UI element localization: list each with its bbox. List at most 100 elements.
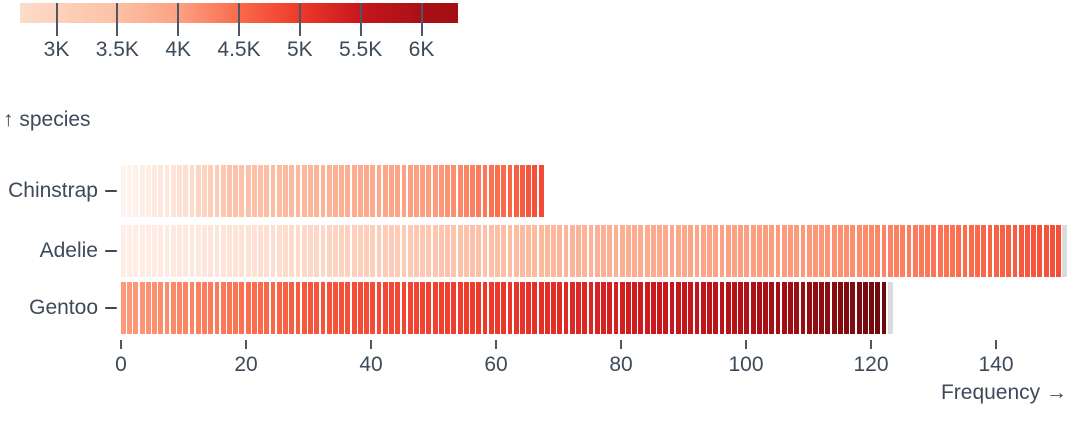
mass-strip [700, 225, 706, 277]
x-tick [620, 340, 622, 349]
mass-strip [420, 282, 426, 334]
mass-strip [145, 225, 151, 277]
mass-strip [170, 282, 176, 334]
mass-strip [158, 165, 164, 217]
mass-strip [357, 282, 363, 334]
legend-tick [116, 3, 119, 36]
mass-strip [270, 165, 276, 217]
mass-strip [576, 225, 581, 277]
mass-strip [632, 282, 638, 334]
mass-strip [476, 225, 482, 277]
mass-strip [445, 225, 451, 277]
mass-strip [308, 282, 313, 334]
mass-strip [401, 225, 407, 277]
mass-strip [476, 165, 482, 217]
mass-strip [1049, 225, 1055, 277]
mass-strip [251, 282, 257, 334]
mass-strip [663, 282, 669, 334]
legend-tick [238, 3, 240, 36]
mass-strip [544, 282, 550, 334]
mass-strip [270, 225, 276, 277]
y-tick-mark [105, 190, 117, 192]
mass-strip [544, 225, 550, 277]
mass-strip [183, 165, 189, 217]
mass-strip [750, 282, 756, 334]
mass-strip [426, 282, 432, 334]
legend-tick [420, 3, 423, 36]
mass-strip [401, 165, 407, 217]
mass-strip [133, 165, 139, 217]
x-tick-label: 80 [609, 353, 633, 376]
y-tick-mark [105, 307, 117, 309]
mass-strip [975, 225, 980, 277]
mass-strip [520, 165, 525, 217]
bar-chinstrap [121, 165, 546, 217]
mass-strip [345, 282, 351, 334]
mass-strip [251, 165, 257, 217]
mass-strip [139, 225, 145, 277]
mass-strip [239, 165, 245, 217]
mass-strip [912, 225, 918, 277]
mass-strip [875, 225, 881, 277]
mass-strip [389, 282, 394, 334]
mass-strip [164, 282, 170, 334]
x-tick [745, 340, 747, 349]
mass-strip [195, 282, 201, 334]
mass-strip [145, 282, 151, 334]
mass-strip [183, 282, 189, 334]
mass-strip [563, 225, 569, 277]
mass-strip [950, 225, 956, 277]
mass-strip [495, 225, 500, 277]
mass-strip [850, 282, 856, 334]
legend-tick [55, 3, 58, 36]
mass-strip [495, 165, 500, 217]
mass-strip [763, 225, 768, 277]
mass-strip [177, 282, 182, 334]
mass-strip [750, 225, 756, 277]
mass-strip [445, 282, 451, 334]
mass-strip [875, 282, 881, 334]
mass-strip [532, 165, 538, 217]
mass-strip [526, 165, 532, 217]
mass-strip [495, 282, 500, 334]
mass-strip [438, 165, 444, 217]
mass-strip [395, 282, 401, 334]
mass-strip [769, 225, 775, 277]
mass-strip [607, 225, 613, 277]
mass-strip [869, 282, 874, 334]
mass-strip [794, 282, 800, 334]
mass-strip [407, 282, 413, 334]
mass-strip [414, 225, 419, 277]
mass-strip [370, 165, 376, 217]
mass-strip [457, 165, 463, 217]
x-tick [870, 340, 872, 349]
mass-strip [264, 225, 270, 277]
mass-strip [127, 165, 133, 217]
mass-strip [145, 165, 151, 217]
mass-strip [158, 282, 164, 334]
mass-strip [925, 225, 931, 277]
mass-strip [831, 225, 837, 277]
mass-strip [613, 282, 619, 334]
mass-strip [289, 165, 295, 217]
x-tick [120, 340, 122, 349]
mass-strip [251, 225, 257, 277]
mass-strip [632, 225, 638, 277]
mass-strip [557, 282, 563, 334]
mass-strip [532, 282, 538, 334]
mass-strip [582, 225, 588, 277]
mass-strip [364, 282, 369, 334]
legend-tick [298, 3, 301, 36]
mass-strip [682, 225, 687, 277]
mass-strip [276, 165, 282, 217]
x-tick-label: 40 [359, 353, 383, 376]
mass-strip [258, 225, 263, 277]
mass-strip [233, 282, 239, 334]
mass-strip [881, 225, 887, 277]
mass-strip [551, 282, 557, 334]
mass-strip [769, 282, 775, 334]
mass-strip [501, 225, 507, 277]
y-tick-label-chinstrap: Chinstrap [0, 165, 117, 217]
mass-strip [837, 225, 843, 277]
